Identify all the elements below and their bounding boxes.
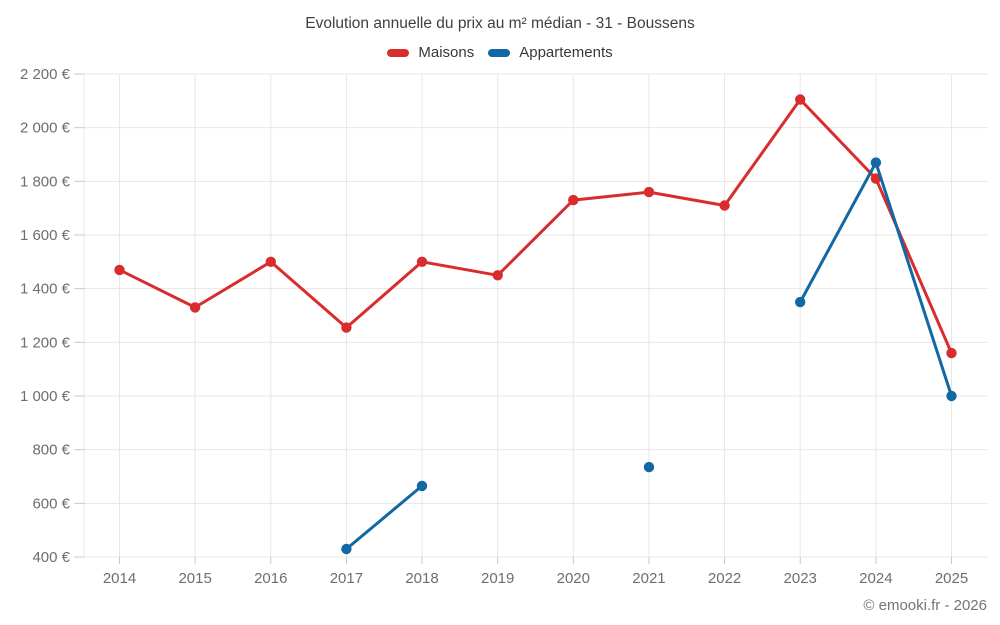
maisons-point-2025[interactable] <box>946 347 957 359</box>
x-axis-tick-label: 2023 <box>784 570 817 587</box>
maisons-point-2014[interactable] <box>114 264 125 276</box>
legend-label-appartements: Appartements <box>519 44 613 61</box>
y-axis-tick-label: 2 200 € <box>20 66 71 83</box>
maisons-point-2020[interactable] <box>568 194 579 206</box>
chart-title: Evolution annuelle du prix au m² médian … <box>305 15 695 32</box>
chart-legend: Maisons Appartements <box>0 44 1000 61</box>
appartements-point-2024[interactable] <box>870 157 882 168</box>
x-axis-tick-label: 2019 <box>481 570 514 587</box>
x-axis-tick-label: 2025 <box>935 570 968 587</box>
maisons-point-2022[interactable] <box>719 200 730 211</box>
maisons-point-2016[interactable] <box>265 256 276 267</box>
maisons-point-2021[interactable] <box>643 186 655 198</box>
y-axis-tick-label: 2 000 € <box>20 120 71 137</box>
appartements-point-2025[interactable] <box>946 390 957 402</box>
y-axis-tick-label: 1 000 € <box>20 388 71 405</box>
appartements-series-marker-icon <box>488 48 511 57</box>
maisons-point-2018[interactable] <box>416 256 428 267</box>
appartements-point-2023[interactable] <box>795 296 806 308</box>
x-axis-tick-label: 2022 <box>708 570 741 587</box>
x-axis-tick-label: 2024 <box>859 570 892 587</box>
appartements-point-2018[interactable] <box>416 480 428 492</box>
x-axis-tick-label: 2016 <box>254 570 287 587</box>
x-axis-tick-label: 2018 <box>405 570 438 587</box>
appartements-point-2017[interactable] <box>341 543 352 555</box>
maisons-line <box>118 98 953 355</box>
maisons-point-2017[interactable] <box>341 322 352 333</box>
y-axis-tick-label: 1 600 € <box>20 227 71 244</box>
y-axis-tick-label: 600 € <box>32 495 70 512</box>
maisons-point-2024[interactable] <box>870 173 882 184</box>
y-axis-tick-label: 800 € <box>32 442 70 459</box>
x-axis-tick-label: 2017 <box>330 570 363 587</box>
appartements-point-2021[interactable] <box>643 461 655 473</box>
y-axis-tick-label: 1 400 € <box>20 281 71 298</box>
maisons-series-marker-icon <box>387 48 410 57</box>
x-axis-tick-label: 2020 <box>557 570 590 587</box>
maisons-point-2023[interactable] <box>795 94 806 105</box>
copyright-credit: © emooki.fr - 2026 <box>863 597 987 614</box>
x-axis-tick-label: 2014 <box>103 570 136 587</box>
legend-item-maisons[interactable]: Maisons <box>387 44 474 61</box>
y-axis-tick-label: 1 800 € <box>20 173 71 190</box>
maisons-point-2015[interactable] <box>189 302 201 313</box>
x-axis-tick-label: 2015 <box>178 570 211 587</box>
maisons-point-2019[interactable] <box>492 270 503 281</box>
legend-label-maisons: Maisons <box>418 44 475 61</box>
x-axis-tick-label: 2021 <box>632 570 665 587</box>
legend-item-appartements[interactable]: Appartements <box>488 44 613 61</box>
y-axis-tick-label: 400 € <box>32 549 70 566</box>
y-axis-tick-label: 1 200 € <box>20 334 71 351</box>
